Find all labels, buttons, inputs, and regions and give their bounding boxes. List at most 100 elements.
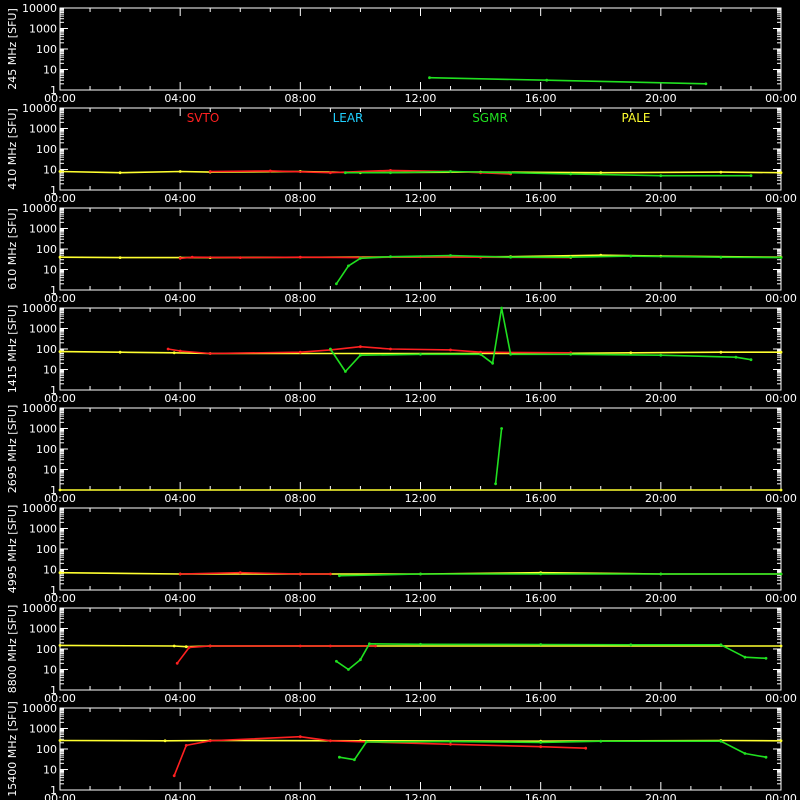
x-tick-label: 20:00 [645,592,677,605]
y-tick-label: 100 [36,743,57,756]
series-line-sgmr [339,740,767,761]
x-tick-label: 16:00 [525,392,557,405]
data-point-sgmr [659,572,663,576]
panel-frame [59,507,782,591]
data-point-svto [298,572,302,576]
data-point-svto [298,350,302,354]
data-point-svto [178,256,182,260]
series-line-sgmr [335,643,767,671]
x-tick-label: 08:00 [284,292,316,305]
x-tick-label: 12:00 [405,92,437,105]
data-point-pale [629,351,633,355]
data-point-sgmr [704,82,708,86]
legend-entry-sgmr: SGMR [472,111,508,125]
data-point-sgmr [569,352,573,356]
data-point-sgmr [539,741,543,744]
data-point-svto [175,661,179,665]
data-point-svto [539,745,543,749]
y-tick-label: 1 [50,484,57,497]
series-line-sgmr [494,428,503,484]
x-tick-label: 04:00 [164,392,196,405]
data-point-sgmr [719,255,723,259]
x-tick-label: 20:00 [645,292,677,305]
data-point-svto [479,350,482,354]
data-point-sgmr [569,172,573,176]
data-point-svto [329,171,332,175]
panel-frame [59,7,782,91]
y-tick-label: 1 [50,684,57,697]
data-point-pale [118,350,122,354]
x-tick-label: 12:00 [405,692,437,705]
data-point-pale [163,739,167,743]
data-point-sgmr [749,174,753,178]
y-tick-label: 10 [43,664,57,677]
data-point-sgmr [764,656,768,660]
x-tick-label: 00:00 [44,592,76,605]
data-point-svto [298,644,302,648]
x-tick-label: 16:00 [525,292,557,305]
y-axis-label: 610 MHz [SFU] [6,208,19,289]
y-tick-label: 100 [36,43,57,56]
data-point-svto [584,746,588,750]
data-point-svto [238,256,242,259]
y-tick-label: 10000 [22,502,57,515]
x-tick-label: 08:00 [284,692,316,705]
data-point-pale [118,171,122,175]
panel-7: 1 10 100 1000 10000 00:00 04:00 08:00 12:00 16:00… [6,602,797,705]
y-tick-label: 1000 [29,723,57,736]
data-point-svto [374,644,377,648]
data-point-pale [58,255,62,259]
y-axis-label: 1415 MHz [SFU] [6,305,19,393]
data-point-svto [268,169,272,173]
y-tick-label: 10000 [22,702,57,715]
data-point-pale [719,170,723,174]
data-point-sgmr [359,658,362,662]
data-point-sgmr [719,739,723,743]
panel-frame [59,607,782,691]
panel-frame [59,207,782,291]
data-point-svto [389,169,392,172]
data-point-pale [118,256,122,259]
data-point-sgmr [389,255,392,259]
data-point-sgmr [335,282,338,286]
data-point-sgmr [347,668,350,671]
data-point-svto [208,739,212,743]
data-point-pale [178,170,182,173]
series-line-svto [173,735,586,776]
y-tick-label: 100 [36,643,57,656]
data-point-sgmr [779,256,783,259]
data-point-svto [208,352,212,355]
y-axis-label: 8800 MHz [SFU] [6,605,19,693]
data-point-sgmr [734,355,738,359]
data-point-sgmr [569,255,573,259]
panel-6: 1 10 100 1000 10000 00:00 04:00 08:00 12:00 16:00… [6,502,797,605]
panel-frame [59,407,782,491]
y-tick-label: 1000 [29,223,57,236]
data-point-pale [58,488,62,492]
data-point-sgmr [428,76,431,80]
y-tick-label: 1000 [29,123,57,136]
x-tick-label: 00:00 [765,392,797,405]
x-tick-label: 20:00 [645,492,677,505]
data-point-svto [166,347,170,351]
data-point-pale [58,571,62,575]
y-tick-label: 1 [50,184,57,197]
x-tick-label: 12:00 [405,792,437,800]
data-point-svto [190,255,194,259]
x-tick-label: 12:00 [405,392,437,405]
data-point-svto [172,774,176,778]
y-tick-label: 1000 [29,623,57,636]
panel-3: 1 10 100 1000 10000 00:00 04:00 08:00 12:00 16:00… [6,202,797,305]
data-point-sgmr [449,254,452,257]
y-tick-label: 10 [43,164,57,177]
data-point-sgmr [500,306,503,310]
x-tick-label: 20:00 [645,692,677,705]
series-line-sgmr [329,307,752,373]
y-tick-label: 10 [43,364,57,377]
x-tick-label: 00:00 [44,692,76,705]
data-point-sgmr [509,255,512,259]
y-tick-label: 10 [43,64,57,77]
x-tick-label: 12:00 [405,192,437,205]
data-point-pale [172,351,176,355]
